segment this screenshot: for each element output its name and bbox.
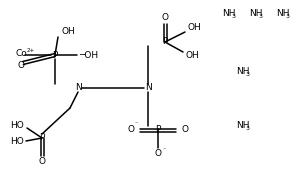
- Text: 2+: 2+: [27, 48, 35, 52]
- Text: ⁻: ⁻: [135, 122, 138, 128]
- Text: O: O: [127, 125, 134, 134]
- Text: O: O: [182, 125, 189, 134]
- Text: NH: NH: [276, 10, 290, 19]
- Text: OH: OH: [185, 52, 199, 61]
- Text: NH: NH: [222, 10, 235, 19]
- Text: HO: HO: [10, 121, 24, 130]
- Text: ─OH: ─OH: [79, 51, 98, 60]
- Text: HO: HO: [10, 138, 24, 147]
- Text: NH: NH: [236, 67, 250, 76]
- Text: 3: 3: [246, 126, 250, 131]
- Text: 3: 3: [259, 15, 263, 20]
- Text: O: O: [17, 61, 25, 70]
- Text: P: P: [52, 51, 58, 60]
- Text: P: P: [155, 125, 161, 134]
- Text: O: O: [161, 13, 169, 22]
- Text: N: N: [75, 84, 81, 93]
- Text: 3: 3: [232, 15, 236, 20]
- Text: NH: NH: [249, 10, 262, 19]
- Text: NH: NH: [236, 121, 250, 130]
- Text: ⁻: ⁻: [163, 148, 166, 153]
- Text: P: P: [39, 134, 45, 143]
- Text: P: P: [162, 38, 168, 47]
- Text: 3: 3: [246, 72, 250, 78]
- Text: OH: OH: [61, 26, 75, 35]
- Text: O: O: [154, 149, 161, 158]
- Text: OH: OH: [187, 24, 201, 33]
- Text: Co: Co: [16, 49, 28, 58]
- Text: N: N: [145, 84, 151, 93]
- Text: O: O: [38, 157, 45, 166]
- Text: 3: 3: [286, 15, 290, 20]
